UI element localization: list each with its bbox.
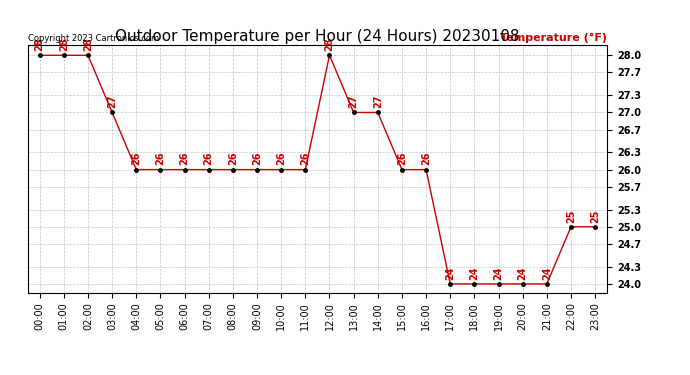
Text: 24: 24 [469,266,480,280]
Text: 26: 26 [131,152,141,165]
Title: Outdoor Temperature per Hour (24 Hours) 20230108: Outdoor Temperature per Hour (24 Hours) … [115,29,520,44]
Text: 24: 24 [493,266,504,280]
Text: 27: 27 [348,95,359,108]
Text: 28: 28 [324,38,335,51]
Text: 26: 26 [252,152,262,165]
Text: 28: 28 [59,38,69,51]
Text: 25: 25 [566,209,576,223]
Text: 26: 26 [204,152,214,165]
Text: 28: 28 [34,38,45,51]
Text: 26: 26 [397,152,407,165]
Text: 27: 27 [373,95,383,108]
Text: 24: 24 [445,266,455,280]
Text: 25: 25 [590,209,600,223]
Text: 28: 28 [83,38,93,51]
Text: Temperature (°F): Temperature (°F) [500,33,607,42]
Text: Copyright 2023 Cartronics.com: Copyright 2023 Cartronics.com [28,33,159,42]
Text: 26: 26 [276,152,286,165]
Text: 24: 24 [542,266,552,280]
Text: 26: 26 [421,152,431,165]
Text: 24: 24 [518,266,528,280]
Text: 27: 27 [107,95,117,108]
Text: 26: 26 [179,152,190,165]
Text: 26: 26 [300,152,310,165]
Text: 26: 26 [228,152,238,165]
Text: 26: 26 [155,152,166,165]
